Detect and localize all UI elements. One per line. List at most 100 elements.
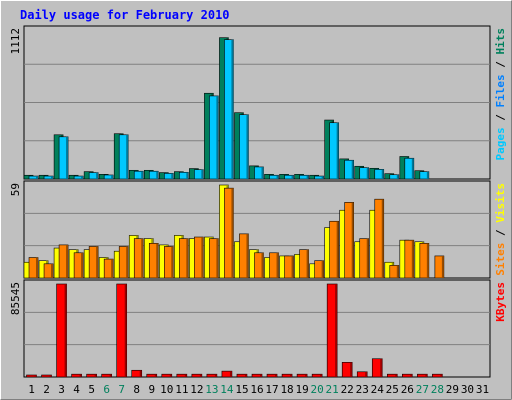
bar-files-day-22-shade xyxy=(351,160,354,179)
bar-sites-day-12 xyxy=(194,236,204,279)
bar-sites-day-1-shade xyxy=(36,257,39,278)
legend-visits-sites: Sites / Visits xyxy=(494,183,507,276)
bar-sites-day-21 xyxy=(329,220,339,279)
bar-kbytes-day-9 xyxy=(146,373,158,378)
bar-kbytes-day-25-shade xyxy=(395,374,398,377)
bar-sites-day-23-shade xyxy=(366,238,369,278)
x-tick-label: 16 xyxy=(250,383,263,396)
bar-files-day-23-shade xyxy=(366,167,369,179)
x-tick-label: 4 xyxy=(73,383,80,396)
bar-sites-day-2 xyxy=(43,263,54,279)
x-tick-label: 18 xyxy=(280,383,293,396)
bar-sites-day-26-shade xyxy=(411,240,414,278)
bar-files-day-13 xyxy=(209,95,219,180)
bar-sites-day-28-shade xyxy=(441,255,444,278)
bar-kbytes-day-12-shade xyxy=(199,374,202,377)
bar-kbytes-day-24-shade xyxy=(380,358,383,377)
panel-kbytes: 85545 KBytes xyxy=(9,279,507,378)
bar-files-day-24 xyxy=(374,169,385,180)
bar-sites-day-27-shade xyxy=(426,243,429,278)
bar-files-day-5 xyxy=(88,172,99,180)
bar-files-day-3 xyxy=(58,136,69,180)
x-tick-label: 17 xyxy=(265,383,278,396)
bar-kbytes-day-17 xyxy=(266,373,278,378)
bar-sites-day-11 xyxy=(179,238,189,279)
y-max-label-visits-sites: 59 xyxy=(9,183,22,196)
bar-files-day-21-shade xyxy=(336,122,339,179)
bar-kbytes-day-3-shade xyxy=(64,284,67,377)
bar-files-day-15 xyxy=(239,114,249,180)
bar-sites-day-14 xyxy=(224,187,234,279)
bar-kbytes-day-5-shade xyxy=(94,374,97,377)
bar-kbytes-day-25 xyxy=(386,373,398,378)
bar-sites-day-21-shade xyxy=(336,221,339,278)
bar-kbytes-day-15-shade xyxy=(244,374,247,377)
bar-files-day-7 xyxy=(118,134,129,180)
x-tick-label: 27 xyxy=(416,383,429,396)
bar-files-day-20 xyxy=(314,175,324,180)
bar-files-day-2-shade xyxy=(51,176,54,179)
bar-kbytes-day-17-shade xyxy=(275,374,278,377)
x-tick-label: 22 xyxy=(341,383,354,396)
bar-kbytes-day-7 xyxy=(116,283,128,378)
x-tick-label: 10 xyxy=(160,383,173,396)
bar-files-day-6-shade xyxy=(111,174,114,179)
bar-files-day-4 xyxy=(73,175,84,180)
bar-files-day-27 xyxy=(419,171,430,180)
bar-kbytes-day-19-shade xyxy=(305,374,308,377)
bar-sites-day-10 xyxy=(164,246,174,279)
bar-kbytes-day-9-shade xyxy=(154,374,157,377)
x-tick-label: 21 xyxy=(326,383,339,396)
bar-sites-day-13 xyxy=(209,238,219,279)
bar-kbytes-day-12 xyxy=(191,373,203,378)
legend-item: / xyxy=(494,223,507,243)
legend-hits-files-pages: Pages / Files / Hits xyxy=(494,28,507,161)
bar-sites-day-24-shade xyxy=(381,199,384,278)
x-tick-label: 26 xyxy=(401,383,414,396)
bar-kbytes-day-8 xyxy=(131,369,143,378)
bar-kbytes-day-4 xyxy=(71,373,82,378)
bar-kbytes-day-16-shade xyxy=(260,374,262,377)
bar-sites-day-25 xyxy=(389,265,400,279)
bar-files-day-17 xyxy=(269,174,279,180)
bar-kbytes-day-26-shade xyxy=(410,374,413,377)
bar-sites-day-26 xyxy=(404,239,415,279)
bar-sites-day-17 xyxy=(269,252,279,279)
bar-sites-day-16 xyxy=(254,252,264,279)
bar-sites-day-5-shade xyxy=(96,246,99,278)
bar-sites-day-7 xyxy=(118,246,129,279)
bar-files-day-8-shade xyxy=(141,171,144,179)
bar-kbytes-day-20-shade xyxy=(320,374,323,377)
bar-kbytes-day-13 xyxy=(206,373,218,378)
bar-kbytes-day-16 xyxy=(251,373,263,378)
bar-sites-day-9-shade xyxy=(156,243,159,278)
y-max-label-kbytes: 85545 xyxy=(9,282,22,315)
chart-title: Daily usage for February 2010 xyxy=(20,8,230,22)
bar-files-day-15-shade xyxy=(246,114,249,179)
bar-kbytes-day-14-shade xyxy=(229,371,232,377)
bar-kbytes-day-8-shade xyxy=(139,370,142,377)
bar-kbytes-day-6-shade xyxy=(109,374,112,377)
bar-sites-day-15-shade xyxy=(246,233,249,278)
bar-files-day-21 xyxy=(329,122,339,180)
bar-kbytes-day-18 xyxy=(281,373,293,378)
bar-sites-day-2-shade xyxy=(51,263,54,278)
bar-sites-day-6 xyxy=(103,258,114,279)
bar-files-day-13-shade xyxy=(216,95,219,179)
bar-sites-day-23 xyxy=(359,238,370,279)
x-tick-label: 25 xyxy=(386,383,399,396)
bar-kbytes-day-20 xyxy=(311,373,323,378)
legend-item: KBytes xyxy=(494,282,507,322)
bar-sites-day-4 xyxy=(73,252,84,279)
bar-sites-day-20-shade xyxy=(321,260,324,278)
bar-files-day-24-shade xyxy=(381,169,384,179)
bar-files-day-2 xyxy=(43,175,54,180)
bar-files-day-20-shade xyxy=(321,176,324,179)
x-tick-label: 20 xyxy=(311,383,324,396)
bar-sites-day-19-shade xyxy=(306,249,309,278)
y-max-label-hits-files-pages: 1112 xyxy=(9,28,22,55)
bar-sites-day-28 xyxy=(434,255,445,279)
bar-files-day-11 xyxy=(179,172,189,180)
bar-files-day-5-shade xyxy=(96,172,99,179)
